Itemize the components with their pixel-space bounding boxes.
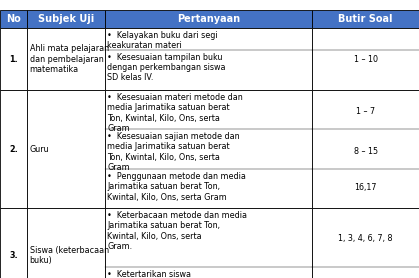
Text: No: No: [6, 14, 21, 24]
Bar: [0, 28, 27, 90]
Text: Pertanyaan: Pertanyaan: [177, 14, 240, 24]
Text: •  Kesesuaian materi metode dan
media Jarimatika satuan berat
Ton, Kwintal, Kilo: • Kesesuaian materi metode dan media Jar…: [107, 93, 243, 133]
Bar: [105, 10, 312, 28]
Text: •  Kelayakan buku dari segi
keakuratan materi: • Kelayakan buku dari segi keakuratan ma…: [107, 31, 218, 50]
Text: Butir Soal: Butir Soal: [338, 14, 393, 24]
Bar: [312, 208, 419, 278]
Text: 1.: 1.: [9, 54, 18, 63]
Text: 1 – 7: 1 – 7: [356, 107, 375, 116]
Bar: [312, 10, 419, 28]
Bar: [312, 28, 419, 90]
Text: Siswa (keterbacaan
buku): Siswa (keterbacaan buku): [30, 246, 109, 265]
Text: Ahli mata pelajaran
dan pembelajaran
matematika: Ahli mata pelajaran dan pembelajaran mat…: [30, 44, 109, 74]
Bar: [27, 10, 105, 28]
Bar: [312, 90, 419, 208]
Bar: [0, 10, 27, 28]
Text: 1, 3, 4, 6, 7, 8: 1, 3, 4, 6, 7, 8: [338, 234, 393, 243]
Text: •  Keterbacaan metode dan media
Jarimatika satuan berat Ton,
Kwintal, Kilo, Ons,: • Keterbacaan metode dan media Jarimatik…: [107, 211, 247, 251]
Text: 16,17: 16,17: [354, 183, 377, 192]
Bar: [105, 28, 312, 90]
Text: 1 – 10: 1 – 10: [354, 54, 378, 63]
Text: •  Kesesuaian tampilan buku
dengan perkembangan siswa
SD kelas IV.: • Kesesuaian tampilan buku dengan perkem…: [107, 53, 226, 83]
Text: Subjek Uji: Subjek Uji: [38, 14, 94, 24]
Text: •  Ketertarikan siswa: • Ketertarikan siswa: [107, 270, 191, 278]
Bar: [105, 90, 312, 208]
Text: •  Penggunaan metode dan media
Jarimatika satuan berat Ton,
Kwintal, Kilo, Ons, : • Penggunaan metode dan media Jarimatika…: [107, 172, 246, 202]
Bar: [27, 28, 105, 90]
Bar: [0, 90, 27, 208]
Text: •  Kesesuaian sajian metode dan
media Jarimatika satuan berat
Ton, Kwintal, Kilo: • Kesesuaian sajian metode dan media Jar…: [107, 132, 240, 172]
Bar: [105, 208, 312, 278]
Bar: [27, 90, 105, 208]
Bar: [0, 208, 27, 278]
Text: 2.: 2.: [9, 145, 18, 153]
Text: 3.: 3.: [9, 251, 18, 260]
Text: Guru: Guru: [30, 145, 49, 153]
Bar: [27, 208, 105, 278]
Text: 8 – 15: 8 – 15: [354, 147, 378, 156]
